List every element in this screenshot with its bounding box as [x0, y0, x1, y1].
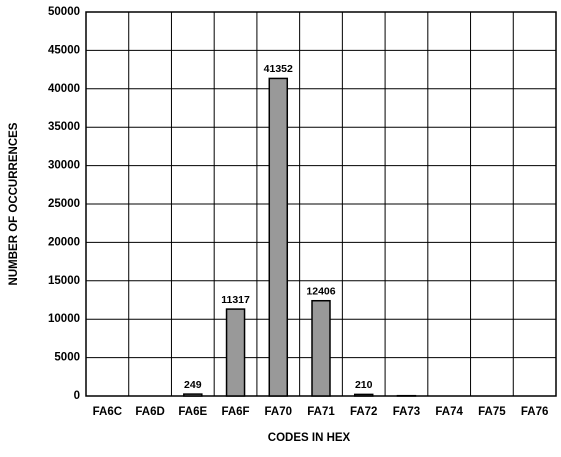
y-tick-label: 35000: [48, 121, 80, 133]
y-tick-label: 50000: [48, 6, 80, 18]
data-label: 12406: [306, 286, 335, 298]
x-tick-label: FA6D: [135, 406, 164, 418]
y-tick-label: 10000: [48, 313, 80, 325]
x-tick-label: FA71: [307, 406, 335, 418]
y-tick-label: 40000: [48, 83, 80, 95]
bar: [312, 301, 330, 396]
x-tick-label: FA6E: [178, 406, 207, 418]
data-label: 11317: [221, 294, 250, 306]
y-tick-label: 45000: [48, 44, 80, 56]
x-tick-label: FA73: [393, 406, 421, 418]
data-label: 41352: [264, 63, 293, 75]
x-tick-label: FA74: [435, 406, 463, 418]
x-tick-label: FA70: [265, 406, 293, 418]
data-label: 210: [355, 379, 373, 391]
x-axis-label: CODES IN HEX: [268, 432, 351, 444]
y-tick-label: 25000: [48, 198, 80, 210]
y-axis-label: NUMBER OF OCCURRENCES: [8, 122, 20, 285]
x-tick-label: FA76: [521, 406, 549, 418]
data-label: 249: [184, 379, 202, 391]
bar: [355, 394, 373, 396]
x-tick-label: FA75: [478, 406, 506, 418]
bar: [184, 394, 202, 396]
x-tick-label: FA6C: [93, 406, 122, 418]
y-tick-label: 30000: [48, 160, 80, 172]
x-tick-label: FA6F: [221, 406, 249, 418]
bar: [227, 309, 245, 396]
y-tick-label: 0: [74, 390, 80, 402]
bar: [269, 78, 287, 396]
y-tick-label: 15000: [48, 275, 80, 287]
x-tick-label: FA72: [350, 406, 378, 418]
y-tick-label: 20000: [48, 236, 80, 248]
y-tick-label: 5000: [54, 352, 80, 364]
